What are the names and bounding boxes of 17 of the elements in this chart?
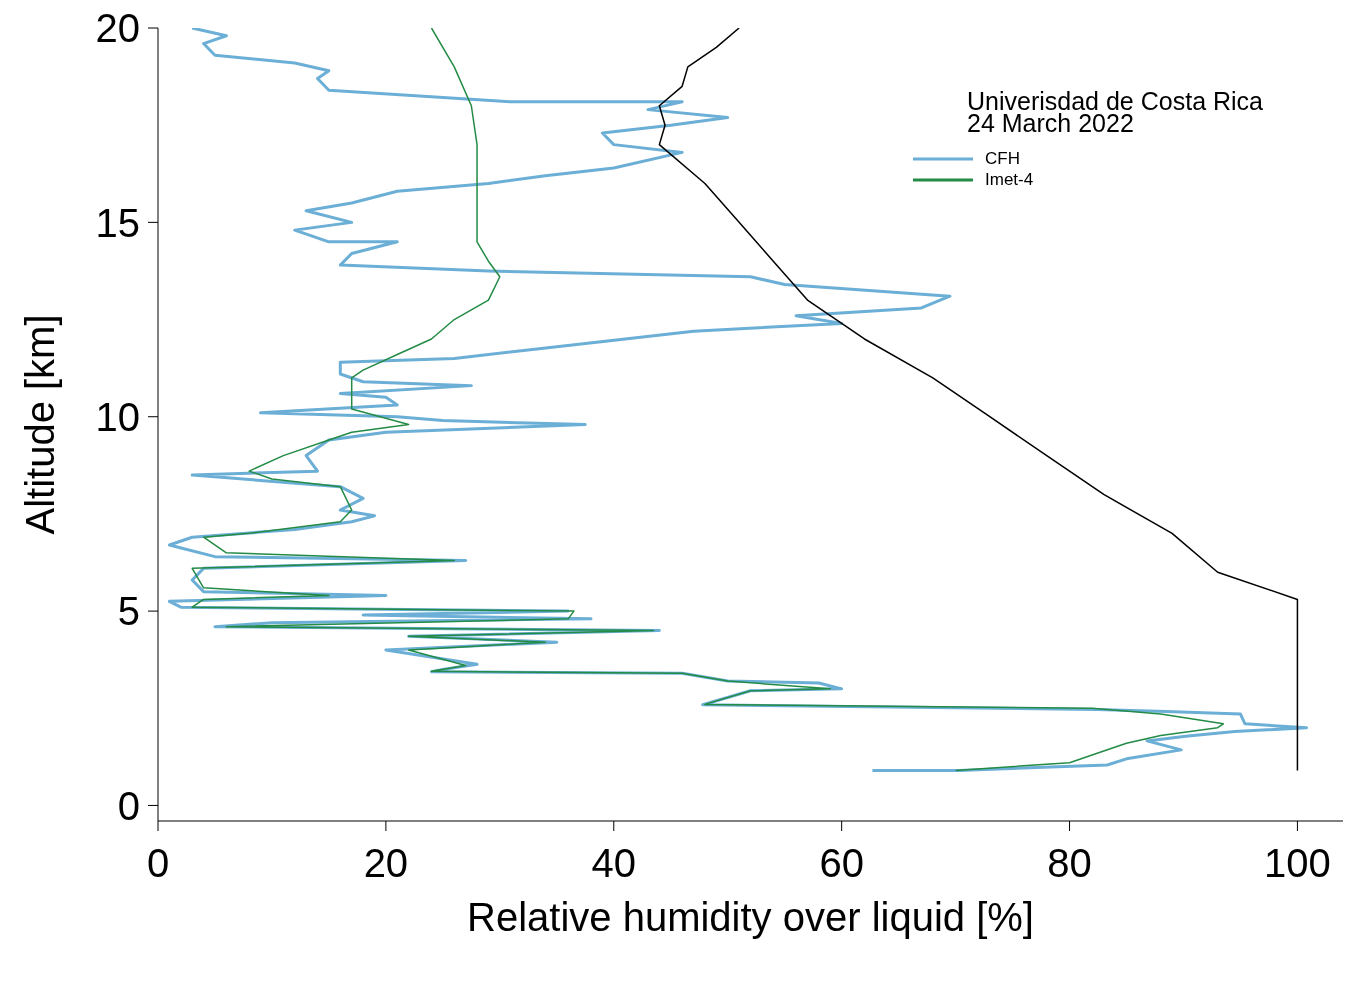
- x-tick-label: 100: [1264, 841, 1331, 886]
- y-tick-label: 15: [95, 200, 140, 245]
- annotation: 24 March 2022: [967, 109, 1135, 137]
- x-tick-label: 60: [819, 841, 864, 886]
- y-axis-title: Altitude [km]: [18, 314, 62, 535]
- legend-label: CFH: [985, 148, 1020, 169]
- y-tick-label: 20: [95, 6, 140, 51]
- x-axis-title: Relative humidity over liquid [%]: [467, 895, 1034, 939]
- legend-label: Imet-4: [985, 169, 1034, 190]
- x-tick-label: 40: [591, 841, 637, 886]
- y-tick-label: 5: [117, 589, 140, 634]
- x-tick-label: 80: [1047, 841, 1092, 886]
- line-series: [658, 28, 1299, 772]
- y-tick-label: 10: [95, 394, 140, 439]
- x-tick-label: 20: [363, 841, 409, 886]
- y-tick-label: 0: [117, 783, 140, 828]
- x-tick-label: 0: [146, 841, 170, 886]
